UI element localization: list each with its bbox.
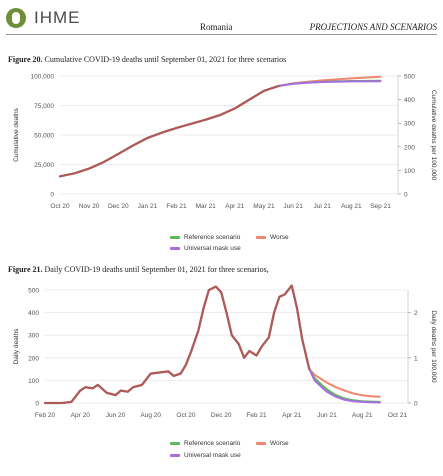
x-tick-label: Feb 21 [166, 203, 187, 210]
x-tick-label: Aug 21 [352, 412, 373, 419]
x-tick-label: Jul 21 [314, 203, 332, 210]
figure20-caption-text: Cumulative COVID-19 deaths until Septemb… [44, 55, 287, 64]
x-tick-label: Nov 20 [79, 203, 100, 210]
y2-tick-label: 0 [414, 401, 418, 408]
cumulative-deaths-chart: 0 25,000 50,000 75,000 100,000 0 100 200 300 400 5… [13, 74, 437, 211]
legend-mask-label: Universal mask use [184, 245, 241, 252]
legend-mask-swatch [170, 454, 180, 457]
y2-tick-label: 400 [404, 97, 415, 104]
x-tick-label: Apr 21 [282, 412, 302, 419]
page-header: IHME Romania PROJECTIONS AND SCENARIOS [0, 0, 443, 35]
legend-worse: Worse [256, 234, 289, 241]
y2-tick-label: 1 [414, 355, 418, 362]
figure20-label: Figure 20. [8, 55, 43, 64]
x-tick-label: Oct 20 [176, 412, 196, 419]
series-line-worse [59, 75, 382, 178]
series-line-mask [59, 80, 382, 178]
daily-deaths-chart: 0 100 200 300 400 500 0 1 2 Feb 20 Apr 20 Jun 20 Aug… [13, 284, 437, 419]
y2-tick-label: 0 [404, 192, 408, 199]
figure21-legend: Reference scenario Worse Universal mask … [0, 440, 443, 464]
y-tick-label: 75,000 [34, 103, 54, 110]
legend-mask-label: Universal mask use [184, 452, 241, 459]
x-tick-label: Mar 21 [196, 203, 217, 210]
x-tick-label: Dec 20 [211, 412, 232, 419]
country-name: Romania [200, 22, 233, 32]
legend-worse-swatch [256, 236, 266, 239]
y2-tick-label: 500 [404, 74, 415, 81]
x-tick-label: Jun 21 [317, 412, 337, 419]
y-tick-label: 300 [28, 333, 39, 340]
legend-reference: Reference scenario [170, 440, 240, 447]
y2-tick-label: 200 [404, 144, 415, 151]
series-line-shared-history [58, 84, 280, 178]
figure21-label: Figure 21. [8, 265, 43, 274]
x-tick-label: Feb 20 [35, 412, 56, 419]
figure21-caption-text: Daily COVID-19 deaths until September 01… [44, 265, 269, 274]
legend-mask: Universal mask use [170, 245, 241, 252]
y-tick-label: 25,000 [34, 162, 54, 169]
x-tick-label: Jan 21 [138, 203, 158, 210]
y2-tick-label: 2 [414, 310, 418, 317]
x-tick-label: Feb 21 [246, 412, 267, 419]
series-line-reference [59, 79, 382, 178]
legend-reference: Reference scenario [170, 234, 240, 241]
legend-mask-swatch [170, 247, 180, 250]
legend-reference-label: Reference scenario [184, 234, 241, 241]
y-tick-label: 500 [28, 288, 39, 295]
x-tick-label: Jun 21 [283, 203, 303, 210]
figure20-caption: Figure 20. Cumulative COVID-19 deaths un… [8, 55, 286, 64]
y2-tick-label: 100 [404, 168, 415, 175]
x-tick-label: Dec 20 [108, 203, 129, 210]
x-tick-label: Oct 20 [50, 203, 70, 210]
y-tick-label: 0 [35, 401, 39, 408]
y-tick-label: 100,000 [31, 74, 55, 81]
y2-axis-title: Daily deaths per 100,000 [430, 310, 437, 383]
legend-reference-label: Reference scenario [184, 440, 241, 447]
x-tick-label: Aug 20 [140, 412, 161, 419]
legend-worse: Worse [256, 440, 289, 447]
legend-mask: Universal mask use [170, 452, 241, 459]
x-tick-label: May 21 [253, 203, 275, 210]
y2-tick-label: 300 [404, 121, 415, 128]
legend-reference-swatch [170, 236, 180, 239]
figure20-legend: Reference scenario Worse Universal mask … [0, 232, 443, 256]
x-tick-label: Apr 20 [71, 412, 91, 419]
series-line-shared-history [43, 284, 311, 405]
logo-text: IHME [34, 8, 81, 27]
y-tick-label: 200 [28, 355, 39, 362]
ihme-logo: IHME [6, 8, 81, 28]
figure21-caption: Figure 21. Daily COVID-19 deaths until S… [8, 265, 269, 274]
y-tick-label: 50,000 [34, 133, 54, 140]
x-tick-label: Oct 21 [388, 412, 408, 419]
legend-worse-label: Worse [270, 234, 289, 241]
y-axis-title: Cumulative deaths [13, 107, 20, 162]
y-axis-title: Daily deaths [13, 328, 20, 365]
x-tick-label: Apr 21 [225, 203, 245, 210]
y-tick-label: 100 [28, 378, 39, 385]
x-tick-label: Sep 21 [370, 203, 391, 210]
legend-worse-swatch [256, 442, 266, 445]
y-tick-label: 400 [28, 310, 39, 317]
y-tick-label: 0 [50, 192, 54, 199]
section-title: PROJECTIONS AND SCENARIOS [309, 22, 437, 32]
legend-reference-swatch [170, 442, 180, 445]
x-tick-label: Jun 20 [106, 412, 126, 419]
ihme-logo-icon [6, 8, 26, 28]
header-divider [6, 34, 437, 35]
legend-worse-label: Worse [270, 440, 289, 447]
x-tick-label: Aug 21 [341, 203, 362, 210]
y2-axis-title: Cumulative deaths per 100,000 [430, 90, 437, 181]
